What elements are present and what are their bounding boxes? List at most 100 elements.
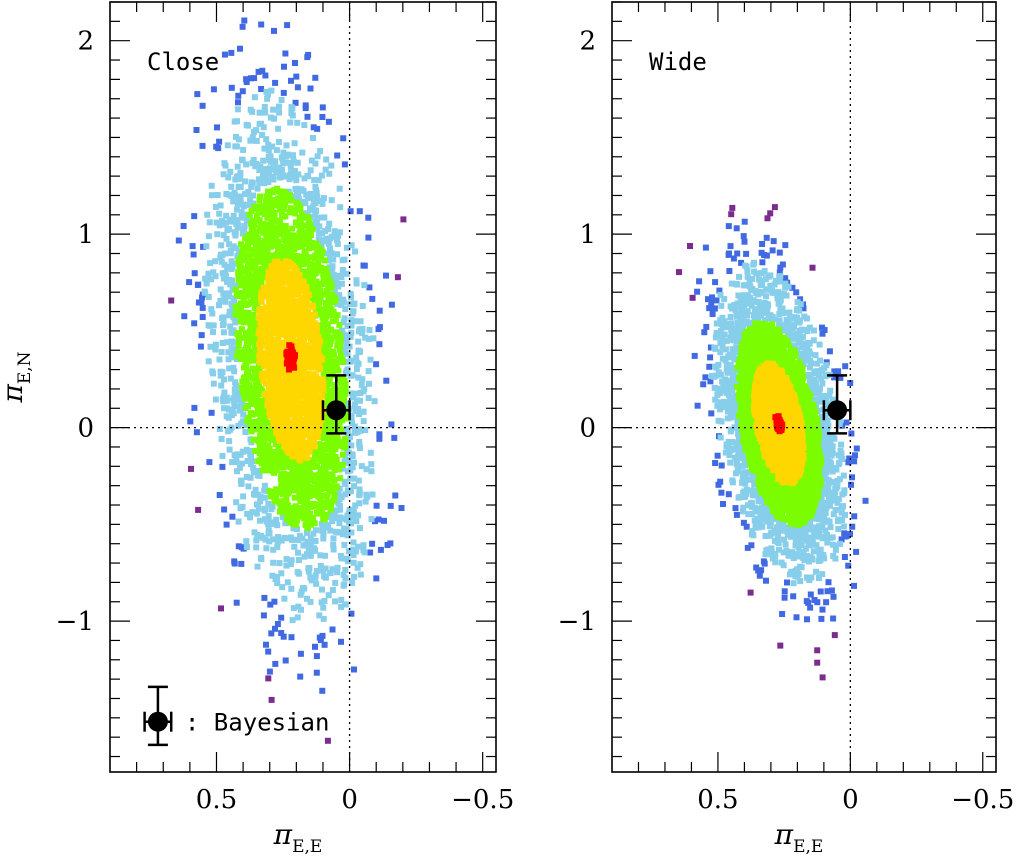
scatter-point bbox=[292, 478, 299, 485]
scatter-point bbox=[311, 311, 318, 318]
scatter-point bbox=[238, 384, 245, 391]
scatter-point bbox=[260, 416, 267, 423]
scatter-point bbox=[826, 502, 833, 509]
scatter-point bbox=[247, 514, 253, 521]
scatter-point bbox=[237, 310, 244, 316]
scatter-point bbox=[275, 450, 282, 457]
scatter-point bbox=[840, 472, 847, 479]
scatter-point bbox=[320, 349, 327, 356]
scatter-point bbox=[790, 331, 796, 338]
scatter-point bbox=[242, 429, 249, 435]
scatter-point bbox=[329, 370, 336, 377]
scatter-point bbox=[318, 431, 325, 438]
scatter-point bbox=[343, 244, 350, 251]
scatter-point bbox=[233, 499, 240, 506]
scatter-point bbox=[313, 278, 320, 285]
scatter-point bbox=[300, 379, 307, 386]
scatter-point bbox=[262, 289, 269, 296]
scatter-point bbox=[258, 336, 265, 343]
scatter-point bbox=[707, 268, 714, 275]
scatter-point bbox=[357, 571, 364, 578]
scatter-point bbox=[376, 341, 383, 348]
scatter-point bbox=[343, 425, 350, 432]
scatter-point bbox=[720, 501, 726, 507]
scatter-point bbox=[333, 483, 340, 490]
scatter-point bbox=[771, 281, 778, 288]
scatter-point bbox=[314, 125, 321, 132]
scatter-point bbox=[212, 396, 219, 403]
scatter-point bbox=[242, 389, 249, 396]
scatter-point bbox=[276, 164, 283, 171]
scatter-point bbox=[336, 229, 343, 236]
scatter-point bbox=[305, 447, 312, 454]
scatter-point bbox=[271, 498, 278, 505]
scatter-point bbox=[213, 219, 220, 226]
scatter-point bbox=[301, 122, 308, 129]
scatter-point bbox=[817, 588, 824, 595]
scatter-point bbox=[717, 291, 724, 298]
scatter-point bbox=[285, 328, 292, 335]
scatter-point bbox=[307, 167, 314, 174]
scatter-point bbox=[283, 240, 290, 247]
scatter-point bbox=[232, 459, 239, 465]
scatter-point bbox=[336, 321, 343, 328]
scatter-point bbox=[252, 349, 259, 355]
scatter-point bbox=[310, 530, 317, 537]
scatter-point bbox=[322, 552, 329, 559]
scatter-point bbox=[280, 633, 287, 640]
scatter-point bbox=[322, 166, 329, 173]
scatter-point bbox=[294, 381, 301, 388]
scatter-point bbox=[711, 305, 718, 312]
scatter-point bbox=[314, 462, 320, 469]
scatter-point bbox=[333, 456, 340, 463]
scatter-point bbox=[181, 313, 188, 320]
scatter-point bbox=[296, 352, 303, 359]
scatter-point bbox=[741, 218, 748, 225]
scatter-point bbox=[304, 466, 311, 473]
scatter-point bbox=[249, 354, 256, 361]
x-tick-label: −0.5 bbox=[451, 785, 514, 815]
scatter-point bbox=[274, 539, 281, 546]
scatter-point bbox=[398, 505, 405, 511]
scatter-point bbox=[315, 338, 322, 345]
scatter-point bbox=[849, 523, 856, 530]
scatter-point bbox=[281, 364, 287, 371]
scatter-point bbox=[836, 540, 843, 547]
scatter-point bbox=[732, 505, 739, 512]
scatter-point bbox=[776, 269, 783, 276]
scatter-point bbox=[831, 368, 838, 375]
scatter-point bbox=[307, 534, 314, 541]
scatter-point bbox=[730, 351, 737, 358]
scatter-point bbox=[268, 520, 275, 527]
scatter-point bbox=[284, 445, 290, 452]
scatter-point bbox=[334, 241, 341, 248]
scatter-point bbox=[331, 287, 338, 294]
scatter-point bbox=[286, 176, 293, 183]
scatter-point bbox=[269, 174, 276, 180]
scatter-point bbox=[297, 410, 303, 417]
scatter-point bbox=[289, 360, 296, 367]
scatter-point bbox=[256, 450, 263, 457]
scatter-point bbox=[253, 544, 260, 551]
scatter-point bbox=[226, 241, 233, 248]
scatter-point bbox=[296, 491, 303, 498]
scatter-point bbox=[307, 232, 314, 239]
scatter-point bbox=[303, 474, 310, 481]
scatter-point bbox=[243, 376, 250, 383]
scatter-point bbox=[291, 494, 298, 501]
scatter-point bbox=[265, 147, 272, 154]
scatter-point bbox=[281, 63, 287, 70]
scatter-point bbox=[321, 424, 328, 430]
scatter-point bbox=[191, 404, 198, 411]
scatter-point bbox=[251, 75, 258, 82]
scatter-point bbox=[276, 460, 282, 466]
scatter-point bbox=[241, 17, 248, 24]
scatter-point bbox=[334, 438, 341, 445]
scatter-point bbox=[848, 430, 855, 437]
scatter-point bbox=[843, 532, 850, 539]
scatter-point bbox=[359, 330, 366, 337]
scatter-point bbox=[257, 340, 264, 347]
scatter-point bbox=[311, 447, 318, 454]
scatter-point bbox=[293, 413, 300, 420]
scatter-point bbox=[320, 460, 327, 467]
